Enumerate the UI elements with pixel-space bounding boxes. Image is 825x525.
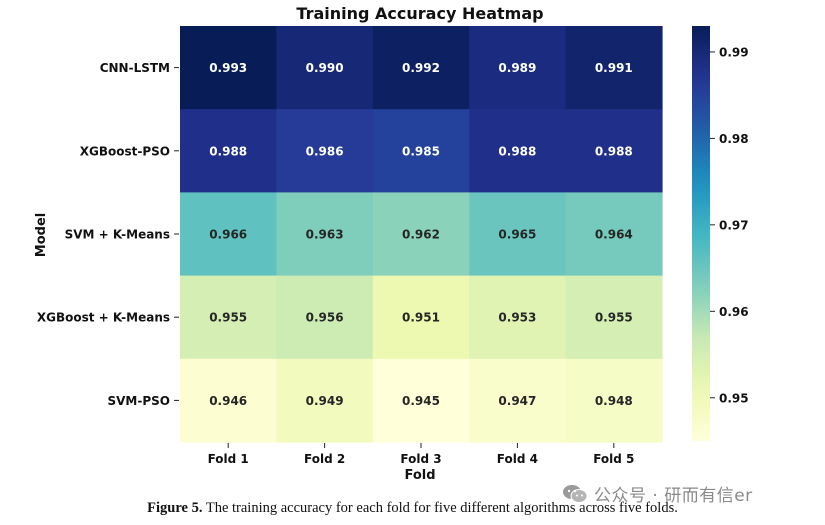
cell-value-label: 0.955 <box>209 311 247 325</box>
row-label: XGBoost-PSO <box>80 144 170 158</box>
cell-value-label: 0.988 <box>595 144 633 158</box>
heatmap-cell <box>565 109 663 193</box>
heatmap-cell <box>372 26 470 110</box>
column-label: Fold 3 <box>400 452 441 466</box>
colorbar-tick-label: 0.98 <box>719 132 749 146</box>
heatmap-cell <box>276 192 374 277</box>
heatmap-cell <box>565 26 663 110</box>
cell-value-label: 0.962 <box>402 228 440 242</box>
heatmap-cell <box>565 358 663 443</box>
row-label: SVM + K-Means <box>65 228 170 242</box>
heatmap-cell <box>372 192 470 277</box>
cell-value-label: 0.948 <box>595 394 633 408</box>
cell-value-label: 0.964 <box>595 228 633 242</box>
watermark: 公众号 · 研而有信er <box>562 481 753 506</box>
cell-value-label: 0.963 <box>306 228 344 242</box>
heatmap-cell <box>180 192 277 277</box>
row-label: XGBoost + K-Means <box>37 311 170 325</box>
column-label: Fold 1 <box>208 452 249 466</box>
colorbar-tick-label: 0.99 <box>719 45 749 59</box>
heatmap-cell <box>180 109 277 193</box>
watermark-text: 公众号 · 研而有信er <box>594 486 753 506</box>
cell-value-label: 0.990 <box>306 61 344 75</box>
heatmap-cell <box>180 275 277 360</box>
heatmap-cell <box>372 109 470 193</box>
colorbar-ticks: 0.95 0.96 0.97 0.98 0.99 <box>710 45 749 405</box>
colorbar <box>692 26 710 441</box>
colorbar-tick-label: 0.95 <box>719 391 749 405</box>
chart-title: Training Accuracy Heatmap <box>296 4 543 23</box>
row-label: CNN-LSTM <box>100 61 170 75</box>
heatmap-cell <box>276 26 374 110</box>
cell-value-label: 0.945 <box>402 394 440 408</box>
x-axis-label: Fold <box>404 468 435 483</box>
heatmap-cells: 0.993 0.990 0.992 0.989 0.991 0.988 0.986 0.985… <box>180 26 663 443</box>
column-label: Fold 2 <box>304 452 345 466</box>
heatmap-cell <box>276 275 374 360</box>
caption-label: Figure 5. <box>147 500 203 516</box>
heatmap-cell <box>372 358 470 443</box>
cell-value-label: 0.993 <box>209 61 247 75</box>
heatmap-chart: Training Accuracy Heatmap 0.993 0.990 0.99… <box>34 4 749 483</box>
cell-value-label: 0.965 <box>498 228 536 242</box>
row-label: SVM-PSO <box>108 394 171 408</box>
y-axis-label: Model <box>34 213 49 257</box>
cell-value-label: 0.949 <box>306 394 344 408</box>
heatmap-cell <box>565 192 663 277</box>
cell-value-label: 0.985 <box>402 144 440 158</box>
colorbar-tick-label: 0.96 <box>719 305 749 319</box>
heatmap-cell <box>565 275 663 360</box>
heatmap-cell <box>469 275 567 360</box>
cell-value-label: 0.966 <box>209 228 247 242</box>
heatmap-cell <box>372 275 470 360</box>
cell-value-label: 0.986 <box>306 144 344 158</box>
row-labels: CNN-LSTM XGBoost-PSO SVM + K-Means XGBoost … <box>37 61 179 408</box>
heatmap-cell <box>469 192 567 277</box>
cell-value-label: 0.991 <box>595 61 633 75</box>
cell-value-label: 0.988 <box>209 144 247 158</box>
cell-value-label: 0.946 <box>209 394 247 408</box>
column-label: Fold 5 <box>593 452 634 466</box>
cell-value-label: 0.992 <box>402 61 440 75</box>
figure-caption: Figure 5. The training accuracy for each… <box>0 500 825 517</box>
cell-value-label: 0.955 <box>595 311 633 325</box>
heatmap-cell <box>469 26 567 110</box>
cell-value-label: 0.951 <box>402 311 440 325</box>
heatmap-cell <box>180 358 277 443</box>
heatmap-cell <box>276 358 374 443</box>
cell-value-label: 0.953 <box>498 311 536 325</box>
cell-value-label: 0.989 <box>498 61 536 75</box>
heatmap-cell <box>180 26 277 110</box>
heatmap-cell <box>469 358 567 443</box>
column-labels: Fold 1 Fold 2 Fold 3 Fold 4 Fold 5 <box>208 443 634 466</box>
cell-value-label: 0.956 <box>306 311 344 325</box>
heatmap-cell <box>469 109 567 193</box>
column-label: Fold 4 <box>497 452 538 466</box>
cell-value-label: 0.988 <box>498 144 536 158</box>
caption-text: The training accuracy for each fold for … <box>202 500 678 516</box>
colorbar-tick-label: 0.97 <box>719 218 749 232</box>
cell-value-label: 0.947 <box>498 394 536 408</box>
heatmap-cell <box>276 109 374 193</box>
wechat-icon <box>563 484 588 503</box>
